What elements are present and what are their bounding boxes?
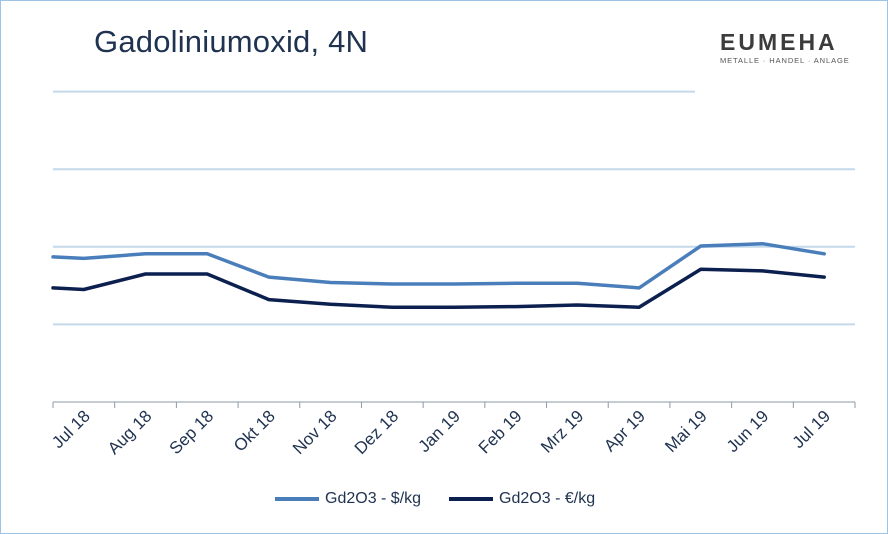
- legend-swatch-usd: [275, 497, 319, 501]
- series-lines: [51, 241, 826, 310]
- chart-title: Gadoliniumoxid, 4N: [94, 24, 369, 59]
- x-tick-label: Feb 19: [475, 407, 526, 458]
- x-tick-label: Mrz 19: [537, 407, 587, 457]
- x-tick-label: Jul 19: [789, 407, 835, 453]
- x-tick-label: Mai 19: [661, 407, 711, 457]
- x-tick-label: Jun 19: [723, 407, 773, 457]
- x-tick-label: Okt 18: [230, 407, 279, 456]
- x-tick-label: Apr 19: [600, 407, 649, 456]
- x-tick-label: Dez 18: [351, 407, 403, 459]
- x-tick-label: Jul 18: [48, 407, 94, 453]
- eumeha-logo: EUMEHA METALLE · HANDEL · ANLAGE: [720, 30, 860, 65]
- x-tick-labels: Jul 18 Aug 18 Sep 18 Okt 18 Nov 18 Dez 18 Jan …: [48, 407, 834, 459]
- logo-tagline: METALLE · HANDEL · ANLAGE: [720, 56, 850, 65]
- logo-name: EUMEHA: [720, 29, 838, 55]
- series-line-eur: [51, 267, 826, 310]
- series-line-usd: [51, 241, 826, 290]
- x-tick-label: Sep 18: [166, 407, 218, 459]
- gridlines: [53, 90, 855, 326]
- legend-label-usd: Gd2O3 - $/kg: [325, 490, 422, 507]
- legend-item-eur: Gd2O3 - €/kg: [449, 490, 595, 508]
- x-tick-label: Nov 18: [289, 407, 341, 459]
- x-tick-label: Jan 19: [414, 407, 464, 457]
- legend-label-eur: Gd2O3 - €/kg: [499, 490, 596, 507]
- legend: Gd2O3 - $/kg Gd2O3 - €/kg: [275, 490, 595, 508]
- legend-swatch-eur: [449, 497, 494, 501]
- legend-item-usd: Gd2O3 - $/kg: [275, 490, 421, 508]
- x-tick-label: Aug 18: [104, 407, 156, 459]
- x-axis: [52, 401, 856, 408]
